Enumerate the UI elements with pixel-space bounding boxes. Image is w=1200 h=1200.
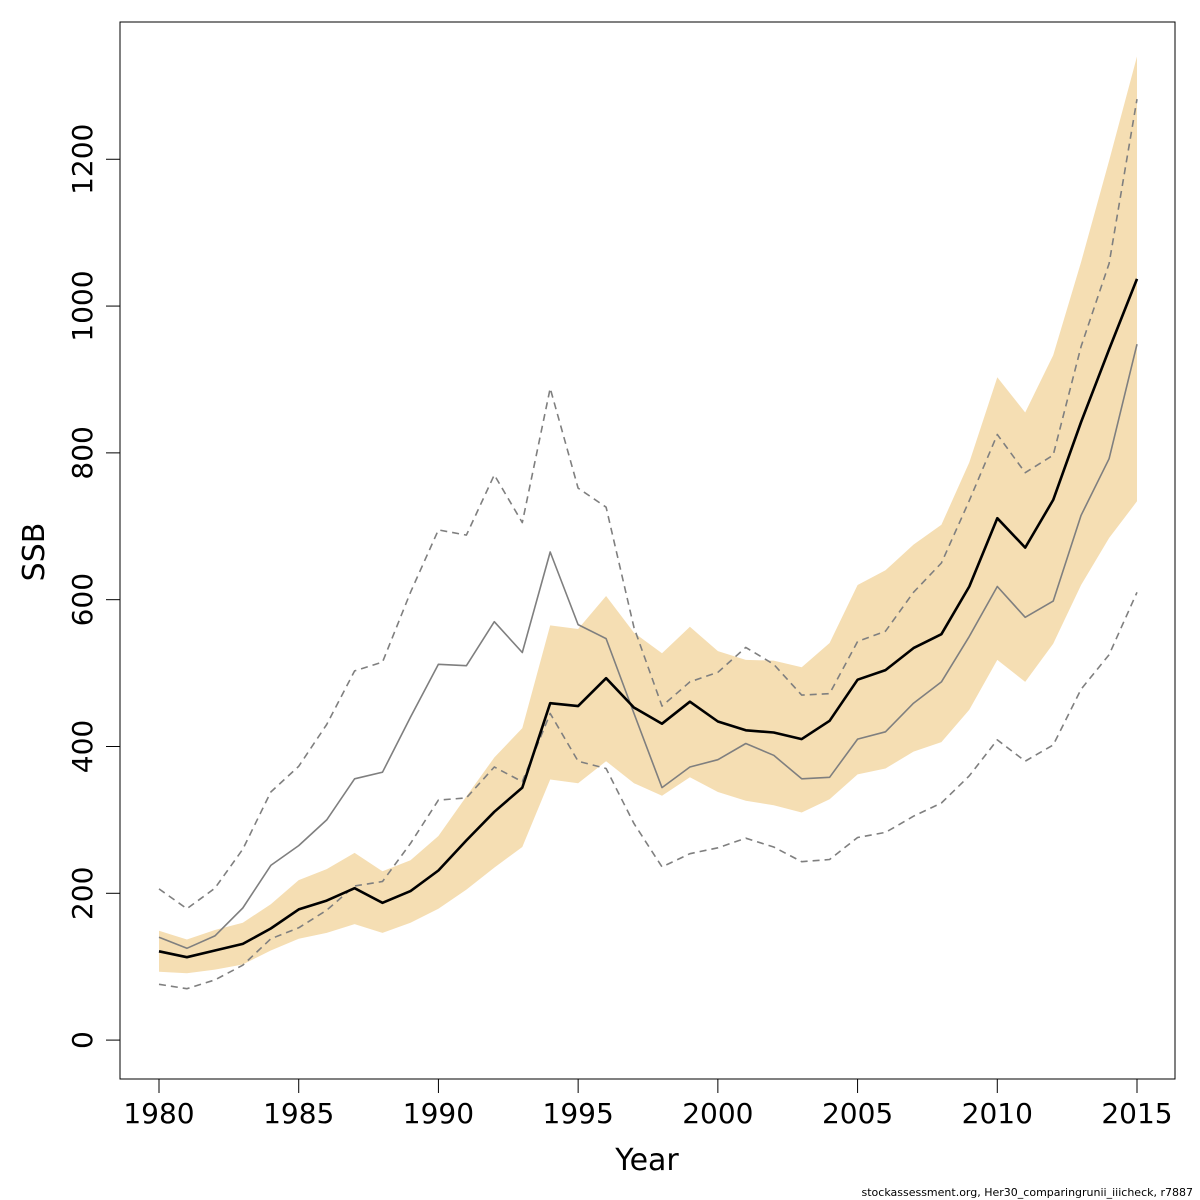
y-tick-label: 600 bbox=[66, 573, 99, 626]
x-tick-label: 1995 bbox=[543, 1097, 614, 1130]
x-tick-label: 2015 bbox=[1101, 1097, 1172, 1130]
x-tick-label: 1990 bbox=[403, 1097, 474, 1130]
y-tick-label: 1200 bbox=[66, 124, 99, 195]
x-axis-title: Year bbox=[614, 1143, 679, 1178]
x-axis: 1980 1985 1990 1995 2000 2005 2010 2015 bbox=[123, 1078, 1173, 1130]
main-estimate-line bbox=[158, 278, 1139, 959]
y-axis-title: SSB bbox=[17, 523, 52, 582]
plot-layer bbox=[158, 56, 1139, 990]
x-tick-label: 2010 bbox=[962, 1097, 1033, 1130]
y-tick-label: 0 bbox=[66, 1031, 99, 1049]
y-tick-label: 400 bbox=[66, 720, 99, 773]
y-tick-label: 1000 bbox=[66, 270, 99, 341]
x-tick-label: 2005 bbox=[822, 1097, 893, 1130]
footer-text: stockassessment.org, Her30_comparingruni… bbox=[862, 1186, 1194, 1199]
x-tick-label: 1985 bbox=[263, 1097, 334, 1130]
alt-lower-dashed-line bbox=[158, 591, 1138, 990]
x-tick-label: 2000 bbox=[682, 1097, 753, 1130]
confidence-band bbox=[159, 56, 1137, 974]
y-tick-label: 200 bbox=[66, 867, 99, 920]
y-tick-label: 800 bbox=[66, 426, 99, 479]
y-axis: 0 200 400 600 800 1000 1200 bbox=[66, 124, 121, 1049]
alt-upper-dashed-line bbox=[158, 98, 1138, 910]
x-tick-label: 1980 bbox=[123, 1097, 194, 1130]
alt-estimate-line bbox=[158, 344, 1138, 950]
